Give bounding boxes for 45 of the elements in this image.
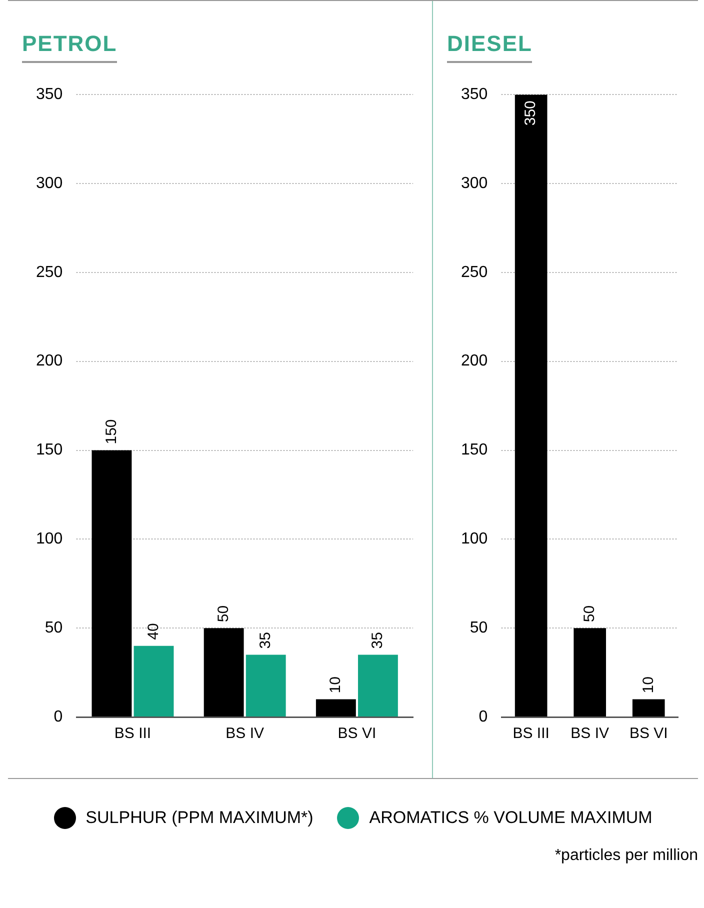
data-label: 10 [327, 676, 344, 694]
x-tick-label: BS III [512, 725, 550, 742]
y-tick-label: 50 [470, 619, 488, 636]
x-tick-label: BS VI [629, 725, 668, 742]
y-tick-label: 250 [460, 264, 488, 281]
x-tick-label: BS VI [338, 725, 376, 742]
data-label: 10 [640, 676, 657, 694]
y-tick-label: 100 [36, 530, 63, 548]
bar [316, 699, 356, 716]
y-tick-label: 250 [36, 264, 63, 281]
data-label: 50 [214, 605, 232, 622]
data-label: 350 [522, 100, 540, 126]
text: *particles per million [554, 847, 698, 865]
bar [246, 654, 286, 716]
y-tick-label: 350 [36, 86, 63, 104]
x-tick-label: BS III [114, 725, 152, 742]
data-label: 35 [257, 632, 274, 649]
bar [514, 94, 548, 716]
data-label: 50 [580, 605, 598, 622]
x-tick-label: BS IV [570, 725, 610, 742]
legend-label: SULPHUR (PPM MAXIMUM*) [86, 808, 314, 828]
y-tick-label: 150 [36, 442, 63, 459]
bar [358, 654, 398, 716]
chart-title: DIESEL [447, 31, 532, 63]
data-label: 150 [102, 419, 120, 444]
bar [204, 628, 244, 716]
y-tick-label: 350 [460, 86, 488, 104]
y-tick-label: 50 [44, 619, 63, 636]
y-tick-label: 300 [460, 174, 488, 192]
chart-title: PETROL [22, 31, 118, 63]
y-tick-label: 150 [460, 442, 488, 459]
data-label: 40 [144, 623, 162, 640]
data-label: 35 [369, 632, 386, 649]
x-tick-label: BS IV [226, 725, 264, 742]
legend-label: AROMATICS % VOLUME MAXIMUM [369, 808, 652, 828]
y-tick-label: 300 [36, 174, 63, 192]
bar [134, 646, 174, 716]
y-tick-label: 0 [54, 708, 63, 726]
y-tick-label: 0 [478, 708, 488, 726]
bar [92, 450, 132, 716]
y-tick-label: 200 [36, 352, 63, 370]
bar [632, 699, 665, 716]
y-tick-label: 100 [460, 530, 488, 548]
y-tick-label: 200 [460, 352, 488, 370]
bar [574, 628, 606, 716]
